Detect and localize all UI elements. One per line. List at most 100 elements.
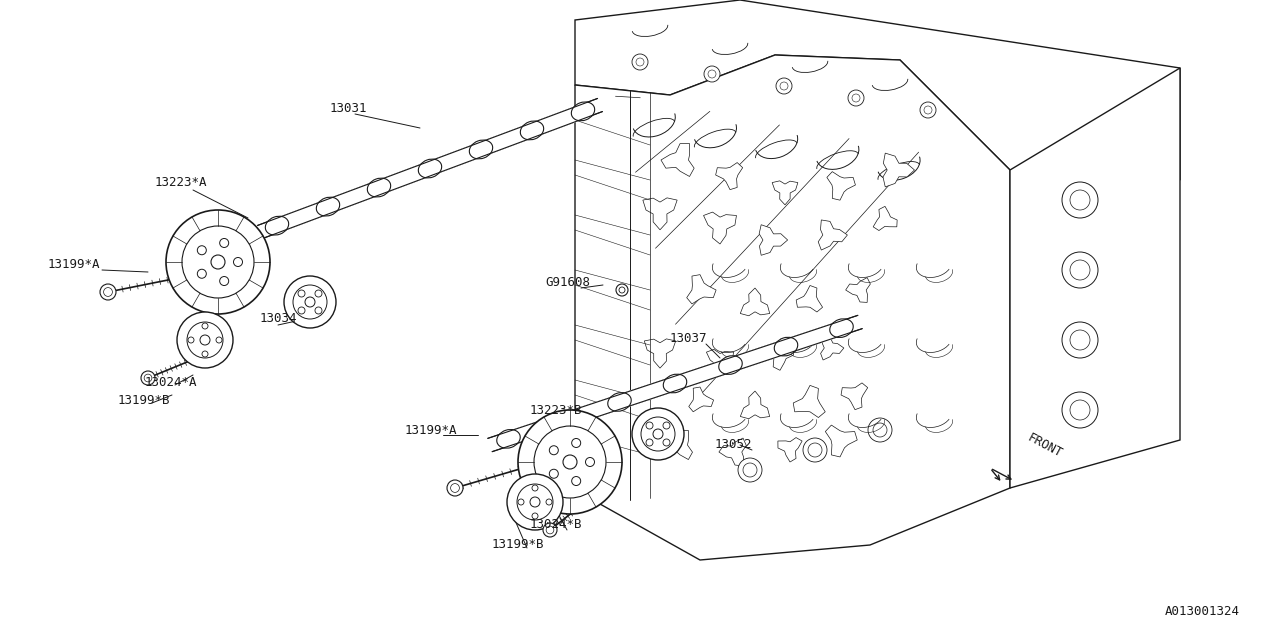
Circle shape bbox=[641, 417, 675, 451]
Circle shape bbox=[216, 337, 221, 343]
Polygon shape bbox=[794, 385, 826, 417]
Circle shape bbox=[202, 351, 207, 357]
Ellipse shape bbox=[521, 121, 544, 140]
Circle shape bbox=[1070, 330, 1091, 350]
Ellipse shape bbox=[497, 429, 520, 448]
Polygon shape bbox=[740, 391, 769, 419]
Circle shape bbox=[646, 422, 653, 429]
Circle shape bbox=[849, 90, 864, 106]
Ellipse shape bbox=[774, 337, 797, 356]
Text: G91608: G91608 bbox=[545, 276, 590, 289]
Circle shape bbox=[1070, 400, 1091, 420]
Ellipse shape bbox=[552, 411, 576, 429]
Circle shape bbox=[632, 408, 684, 460]
Circle shape bbox=[1062, 182, 1098, 218]
Circle shape bbox=[646, 439, 653, 446]
Text: 13223*A: 13223*A bbox=[155, 177, 207, 189]
Circle shape bbox=[563, 455, 577, 469]
Polygon shape bbox=[428, 143, 484, 175]
Circle shape bbox=[549, 445, 558, 455]
Circle shape bbox=[653, 429, 663, 439]
Polygon shape bbox=[1010, 68, 1180, 488]
Circle shape bbox=[518, 410, 622, 514]
Text: 13199*A: 13199*A bbox=[404, 424, 457, 436]
Circle shape bbox=[924, 106, 932, 114]
Circle shape bbox=[620, 287, 625, 293]
Polygon shape bbox=[575, 55, 1010, 560]
Circle shape bbox=[530, 497, 540, 507]
Ellipse shape bbox=[265, 216, 289, 235]
Circle shape bbox=[177, 312, 233, 368]
Polygon shape bbox=[274, 200, 330, 232]
Polygon shape bbox=[643, 198, 677, 230]
Polygon shape bbox=[728, 340, 788, 372]
Circle shape bbox=[1070, 260, 1091, 280]
Circle shape bbox=[803, 438, 827, 462]
Text: 13024*B: 13024*B bbox=[530, 518, 582, 531]
Text: 13199*B: 13199*B bbox=[118, 394, 170, 408]
Polygon shape bbox=[507, 413, 566, 445]
Circle shape bbox=[663, 422, 669, 429]
Circle shape bbox=[104, 287, 113, 296]
Circle shape bbox=[305, 297, 315, 307]
Text: 13199*B: 13199*B bbox=[492, 538, 544, 552]
Polygon shape bbox=[617, 377, 677, 408]
Polygon shape bbox=[689, 387, 713, 412]
Circle shape bbox=[298, 307, 305, 314]
Polygon shape bbox=[479, 124, 535, 156]
Polygon shape bbox=[796, 285, 823, 312]
Text: 13031: 13031 bbox=[330, 102, 367, 115]
Circle shape bbox=[704, 66, 719, 82]
Circle shape bbox=[1062, 392, 1098, 428]
Circle shape bbox=[166, 210, 270, 314]
Polygon shape bbox=[783, 321, 844, 353]
Polygon shape bbox=[376, 162, 433, 194]
Circle shape bbox=[708, 70, 716, 78]
Polygon shape bbox=[686, 275, 716, 304]
Circle shape bbox=[1070, 190, 1091, 210]
Polygon shape bbox=[820, 336, 844, 360]
Polygon shape bbox=[707, 349, 733, 376]
Polygon shape bbox=[846, 278, 870, 303]
Circle shape bbox=[572, 438, 581, 447]
Polygon shape bbox=[826, 425, 858, 457]
Ellipse shape bbox=[719, 356, 742, 374]
Circle shape bbox=[532, 485, 538, 491]
Polygon shape bbox=[663, 431, 692, 460]
Polygon shape bbox=[841, 383, 868, 410]
Circle shape bbox=[141, 371, 155, 385]
Text: 13024*A: 13024*A bbox=[145, 376, 197, 390]
Circle shape bbox=[547, 526, 554, 534]
Circle shape bbox=[182, 226, 253, 298]
Circle shape bbox=[187, 322, 223, 358]
Ellipse shape bbox=[470, 140, 493, 159]
Circle shape bbox=[220, 276, 229, 285]
Circle shape bbox=[315, 290, 323, 297]
Circle shape bbox=[284, 276, 335, 328]
Circle shape bbox=[298, 290, 305, 297]
Polygon shape bbox=[772, 181, 797, 205]
Polygon shape bbox=[873, 206, 897, 230]
Text: 13223*B: 13223*B bbox=[530, 403, 582, 417]
Circle shape bbox=[293, 285, 326, 319]
Circle shape bbox=[808, 443, 822, 457]
Circle shape bbox=[663, 439, 669, 446]
Text: 13034: 13034 bbox=[260, 312, 297, 324]
Circle shape bbox=[507, 474, 563, 530]
Text: 13037: 13037 bbox=[669, 332, 708, 344]
Ellipse shape bbox=[367, 178, 390, 197]
Circle shape bbox=[200, 335, 210, 345]
Circle shape bbox=[543, 523, 557, 537]
Circle shape bbox=[315, 307, 323, 314]
Polygon shape bbox=[530, 105, 585, 137]
Polygon shape bbox=[759, 225, 787, 255]
Ellipse shape bbox=[316, 197, 339, 216]
Circle shape bbox=[197, 246, 206, 255]
Circle shape bbox=[549, 469, 558, 478]
Ellipse shape bbox=[829, 319, 854, 337]
Polygon shape bbox=[767, 343, 794, 371]
Circle shape bbox=[534, 426, 605, 498]
Circle shape bbox=[868, 418, 892, 442]
Circle shape bbox=[572, 477, 581, 486]
Polygon shape bbox=[673, 358, 732, 390]
